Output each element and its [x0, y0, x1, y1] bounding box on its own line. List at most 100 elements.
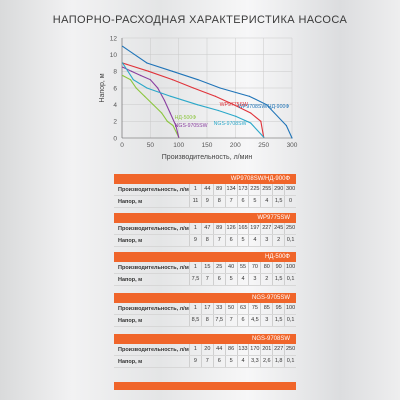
row-label: Напор, м [118, 317, 143, 324]
table-cell: 9 [189, 356, 201, 367]
row-label: Производительность, л/мин [118, 346, 189, 353]
table-row: Производительность, л/мин 1 20 44 86 133 170 20… [114, 344, 296, 356]
table-cell: 1 [189, 223, 201, 234]
table-cell: 3 [248, 274, 260, 285]
table-cell: 89 [212, 223, 225, 234]
x-tick-label: 250 [258, 142, 269, 149]
bottom-bar [114, 382, 296, 390]
data-point [121, 62, 124, 64]
table-cell: 227 [272, 344, 284, 355]
table-cell: 5 [224, 356, 237, 367]
table-cell: 9 [189, 235, 201, 246]
data-point [170, 95, 172, 97]
x-tick-label: 100 [173, 142, 184, 149]
row-label: Производительность, л/мин [118, 225, 189, 232]
table-cell: 1 [189, 344, 201, 355]
table-cell: 165 [236, 223, 249, 234]
data-point [166, 120, 168, 122]
table-cell: 134 [224, 184, 237, 195]
table-cell: 1 [189, 303, 201, 314]
table-cell: 7,5 [212, 315, 225, 326]
data-point [169, 112, 171, 114]
table-cell: 70 [248, 262, 260, 273]
data-point [250, 122, 252, 124]
table-cell: 7,5 [189, 274, 201, 285]
data-point [197, 79, 199, 81]
table-title: WP9708SW/НД-900Ф [114, 174, 296, 184]
table-cell: 47 [200, 223, 213, 234]
table-cell: 2 [260, 274, 272, 285]
y-tick-label: 6 [113, 85, 117, 92]
x-tick-label: 300 [287, 142, 298, 149]
table-cell: 5 [236, 235, 249, 246]
data-point [146, 87, 148, 89]
data-point [260, 120, 262, 122]
data-point [163, 99, 166, 102]
table-cell: 33 [212, 303, 225, 314]
x-axis-title: Производительность, л/мин [162, 154, 253, 161]
table-cell: 0,1 [284, 315, 296, 326]
y-tick-label: 12 [110, 35, 118, 42]
y-tick-label: 10 [110, 52, 118, 59]
table-cell: 197 [248, 223, 260, 234]
data-point [144, 95, 146, 97]
data-point [248, 95, 251, 97]
table-cell: 20 [200, 344, 213, 355]
data-point [178, 136, 180, 138]
table-cell: 95 [272, 303, 284, 314]
table-cell: 245 [272, 223, 284, 234]
data-point [265, 104, 268, 106]
data-point [157, 87, 159, 89]
table-cell: 3 [260, 315, 272, 326]
table-cell: 7 [212, 235, 225, 246]
table-row: Напор, м 11 9 8 7 6 5 4 1,5 0 [114, 196, 296, 208]
series-label: WP9708SW/НД-900Ф [238, 104, 289, 110]
series-line [122, 75, 180, 138]
data-point [129, 79, 132, 81]
table-cell: 44 [212, 344, 225, 355]
data-point [121, 45, 124, 47]
table-cell: 5 [224, 274, 237, 285]
table-cell: 4,5 [248, 315, 260, 326]
data-point [233, 104, 235, 106]
data-point [135, 87, 137, 89]
table-cell: 1 [189, 184, 201, 195]
table-row: Производительность, л/мин 1 44 89 134 173 225 2… [114, 184, 296, 196]
data-point [149, 79, 151, 81]
table-cell: 5 [248, 196, 260, 207]
table-row: Напор, м 9 8 7 6 5 4 3 2 0,1 [114, 235, 296, 247]
data-point [121, 66, 124, 68]
data-table: NGS-9705SW Производительность, л/мин 1 17 33… [114, 293, 296, 327]
table-cell: 8,5 [189, 315, 201, 326]
table-cell: 3 [260, 235, 272, 246]
table-cell: 6 [212, 274, 225, 285]
row-label: Производительность, л/мин [118, 264, 189, 271]
y-axis-title: Напор, м [99, 73, 106, 102]
table-cell: 227 [260, 223, 272, 234]
table-row: Напор, м 8,5 8 7,5 7 6 4,5 3 1,5 0,1 [114, 315, 296, 327]
table-cell: 44 [200, 184, 213, 195]
table-cell: 133 [236, 344, 249, 355]
data-point [175, 124, 177, 127]
series-label: WP9775SW [220, 102, 248, 108]
data-point [131, 70, 133, 72]
table-cell: 1,5 [272, 196, 284, 207]
row-label: Производительность, л/мин [118, 186, 189, 193]
x-tick-label: 150 [202, 142, 213, 149]
table-cell: 85 [260, 303, 272, 314]
table-cell: 255 [260, 184, 272, 195]
data-point [217, 109, 219, 112]
x-tick-label: 50 [147, 142, 155, 149]
table-cell: 11 [189, 196, 201, 207]
data-point [172, 124, 174, 127]
row-label: Производительность, л/мин [118, 305, 189, 312]
data-point [161, 112, 163, 114]
data-table: WP9708SW/НД-900Ф Производительность, л/ми… [114, 174, 296, 208]
data-point [132, 79, 134, 81]
series-label: NGS-9708SW [214, 121, 247, 127]
table-cell: 225 [248, 184, 260, 195]
table-cell: 126 [224, 223, 237, 234]
table-cell: 173 [236, 184, 249, 195]
data-point [152, 104, 154, 106]
table-cell: 4 [236, 274, 249, 285]
